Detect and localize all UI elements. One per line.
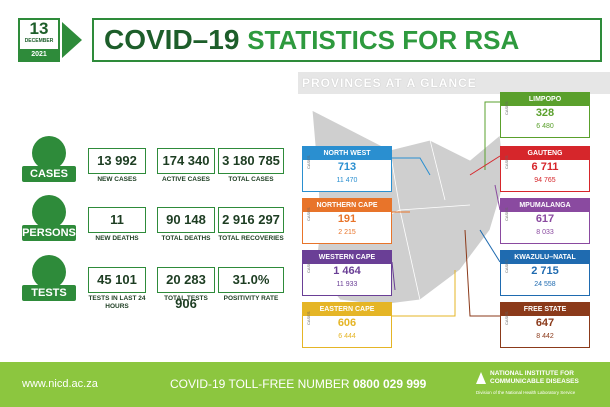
stat-value: 45 101 [88, 267, 146, 293]
province-name: GAUTENG [501, 147, 589, 160]
province-card: EASTERN CAPE CASES 606 6 444 [302, 302, 392, 348]
stat-label: TOTAL CASES [228, 176, 274, 183]
stat: 13 992 NEW CASES [88, 148, 146, 184]
toll-free: COVID-19 TOLL-FREE NUMBER 0800 029 999 [170, 377, 426, 391]
stat-value: 31.0% [218, 267, 284, 293]
nicd-name: NATIONAL INSTITUTE FOR COMMUNICABLE DISEA… [490, 370, 579, 386]
section-badge: CASES [22, 136, 76, 182]
province-new: 6 711 [531, 161, 559, 173]
province-card: FREE STATE CASES 647 8 442 [500, 302, 590, 348]
title-box: COVID–19 STATISTICS FOR RSA [92, 18, 602, 62]
province-card: MPUMALANGA CASES 617 8 033 [500, 198, 590, 244]
stat-value: 13 992 [88, 148, 146, 174]
province-total: 24 558 [534, 281, 556, 288]
section-badge: TESTS [22, 255, 76, 301]
stat: 20 283 906 TOTAL TESTS [157, 267, 215, 311]
province-new: 2 715 [531, 265, 559, 277]
section-icon [32, 136, 66, 170]
stat-label: TESTS IN LAST 24 HOURS [88, 295, 146, 310]
province-new: 606 [337, 317, 357, 329]
stat: 31.0% POSITIVITY RATE [218, 267, 284, 303]
stat: 90 148 TOTAL DEATHS [157, 207, 215, 243]
province-name: NORTHERN CAPE [303, 199, 391, 212]
province-card: NORTHERN CAPE CASES 191 2 215 [302, 198, 392, 244]
province-total: 11 470 [336, 177, 358, 184]
stat-value: 3 180 785 [218, 148, 284, 174]
section-label: TESTS [22, 285, 76, 301]
province-new: 1 464 [333, 265, 361, 277]
provinces-heading: PROVINCES AT A GLANCE [298, 72, 610, 94]
nicd-division: Division of the National Health Laborato… [476, 390, 576, 395]
province-total: 11 933 [336, 281, 358, 288]
province-new: 328 [535, 107, 555, 119]
province-card: KWAZULU–NATAL CASES 2 715 24 558 [500, 250, 590, 296]
date-year: 2021 [20, 49, 58, 60]
section-label: CASES [22, 166, 76, 182]
nicd-line2: COMMUNICABLE DISEASES [490, 378, 579, 385]
stat: 3 180 785 TOTAL CASES [218, 148, 284, 184]
stat-label: POSITIVITY RATE [223, 295, 279, 302]
province-name: FREE STATE [501, 303, 589, 316]
stat: 174 340 ACTIVE CASES [157, 148, 215, 184]
province-name: EASTERN CAPE [303, 303, 391, 316]
stat-label: TOTAL RECOVERIES [218, 235, 284, 242]
province-card: NORTH WEST CASES 713 11 470 [302, 146, 392, 192]
province-total: 8 033 [536, 229, 554, 236]
province-name: LIMPOPO [501, 93, 589, 106]
province-new: 617 [535, 213, 555, 225]
stat-value: 11 [88, 207, 146, 233]
province-name: KWAZULU–NATAL [501, 251, 589, 264]
province-card: LIMPOPO CASES 328 6 480 [500, 92, 590, 138]
stat-label: ACTIVE CASES [161, 176, 211, 183]
province-total: 6 480 [536, 123, 554, 130]
footer: www.nicd.ac.za COVID-19 TOLL-FREE NUMBER… [0, 362, 610, 407]
stat: 11 NEW DEATHS [88, 207, 146, 243]
stat-value: 20 283 906 [157, 267, 215, 311]
province-total: 2 215 [338, 229, 356, 236]
title-main: COVID–19 [104, 24, 240, 55]
stat: 2 916 297 TOTAL RECOVERIES [218, 207, 284, 243]
section-icon [32, 255, 66, 289]
province-new: 647 [535, 317, 555, 329]
stat: 45 101 TESTS IN LAST 24 HOURS [88, 267, 146, 311]
stat-value: 90 148 [157, 207, 215, 233]
nicd-logo [476, 372, 486, 384]
province-card: GAUTENG CASES 6 711 94 765 [500, 146, 590, 192]
stat-value: 174 340 [157, 148, 215, 174]
stat-label: TOTAL DEATHS [161, 235, 211, 242]
province-name: WESTERN CAPE [303, 251, 391, 264]
nicd-line1: NATIONAL INSTITUTE FOR [490, 370, 574, 377]
stat-label: TOTAL TESTS [164, 295, 208, 302]
toll-free-number: 0800 029 999 [352, 377, 427, 391]
section-label: PERSONS [22, 225, 76, 241]
province-total: 6 444 [338, 333, 356, 340]
toll-free-label: COVID-19 TOLL-FREE NUMBER [170, 377, 350, 391]
date-month: DECEMBER [24, 38, 54, 44]
province-new: 191 [337, 213, 357, 225]
province-name: MPUMALANGA [501, 199, 589, 212]
website: www.nicd.ac.za [22, 378, 98, 390]
stat-label: NEW DEATHS [95, 235, 139, 242]
section-badge: PERSONS [22, 195, 76, 241]
title-sub: STATISTICS FOR RSA [247, 25, 520, 55]
date-box: 13 DECEMBER 2021 [18, 18, 60, 62]
province-name: NORTH WEST [303, 147, 391, 160]
stat-label: NEW CASES [97, 176, 137, 183]
province-total: 8 442 [536, 333, 554, 340]
date-day: 13 [29, 19, 49, 38]
stat-value: 2 916 297 [218, 207, 284, 233]
province-new: 713 [337, 161, 357, 173]
section-icon [32, 195, 66, 229]
province-card: WESTERN CAPE CASES 1 464 11 933 [302, 250, 392, 296]
province-total: 94 765 [534, 177, 556, 184]
